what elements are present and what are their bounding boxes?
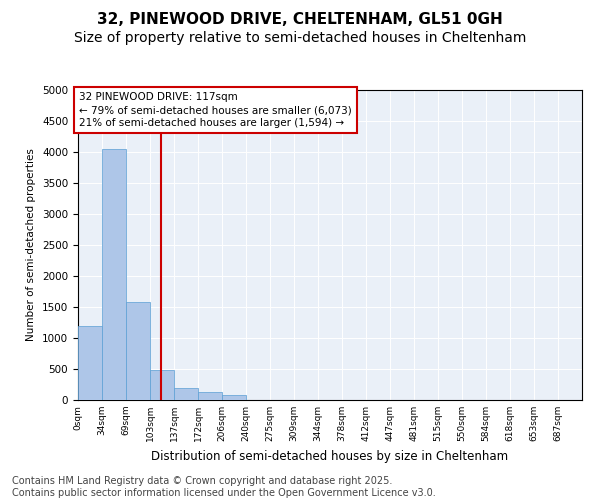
Bar [174,388,198,400]
Text: 32 PINEWOOD DRIVE: 117sqm
← 79% of semi-detached houses are smaller (6,073)
21% : 32 PINEWOOD DRIVE: 117sqm ← 79% of semi-… [79,92,352,128]
Y-axis label: Number of semi-detached properties: Number of semi-detached properties [26,148,37,342]
Bar [126,302,150,400]
Bar [222,395,246,400]
Bar [150,370,174,400]
Bar [78,326,102,400]
Bar [198,392,222,400]
Text: Size of property relative to semi-detached houses in Cheltenham: Size of property relative to semi-detach… [74,31,526,45]
Text: 32, PINEWOOD DRIVE, CHELTENHAM, GL51 0GH: 32, PINEWOOD DRIVE, CHELTENHAM, GL51 0GH [97,12,503,28]
X-axis label: Distribution of semi-detached houses by size in Cheltenham: Distribution of semi-detached houses by … [151,450,509,462]
Text: Contains HM Land Registry data © Crown copyright and database right 2025.
Contai: Contains HM Land Registry data © Crown c… [12,476,436,498]
Bar [102,149,126,400]
